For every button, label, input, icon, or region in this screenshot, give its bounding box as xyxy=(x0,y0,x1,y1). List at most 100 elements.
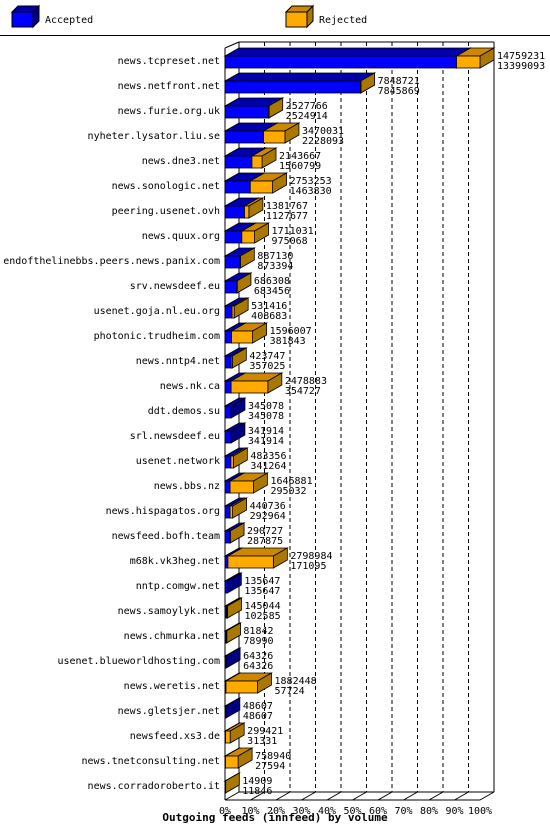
value-label-bottom: 2524914 xyxy=(286,111,328,122)
grid xyxy=(224,41,495,801)
value-label-bottom: 287875 xyxy=(247,536,283,547)
category-label: news.samoylyk.net xyxy=(118,606,220,617)
x-tick-label: 50% xyxy=(343,806,361,817)
value-label-top: 1711031 xyxy=(272,226,314,237)
category-label: news.netfront.net xyxy=(118,81,220,92)
x-tick-label: 0% xyxy=(219,806,231,817)
value-label-top: 345078 xyxy=(248,401,284,412)
bar-rejected xyxy=(250,147,278,169)
bar-accepted xyxy=(223,397,247,419)
legend-rejected-label: Rejected xyxy=(319,15,367,26)
value-label-bottom: 2228093 xyxy=(302,136,344,147)
floor-line xyxy=(326,791,342,801)
value-label-top: 145044 xyxy=(245,601,281,612)
category-labels: news.tcpreset.net news.netfront.net news.f… xyxy=(3,56,220,792)
bar-rejected xyxy=(224,672,274,694)
value-label-bottom: 13399093 xyxy=(497,61,545,72)
category-label: news.dne3.net xyxy=(142,156,220,167)
chart-title: Outgoing feeds (innfeed) by volume xyxy=(162,811,388,824)
category-label: usenet.blueworldhosting.com xyxy=(57,656,220,667)
bar-rejected xyxy=(228,497,249,519)
bar-rejected xyxy=(230,322,269,344)
value-label-top: 3470031 xyxy=(302,126,344,137)
value-label-bottom: 341914 xyxy=(248,436,284,447)
value-label-bottom: 295032 xyxy=(270,486,306,497)
value-label-top: 1596007 xyxy=(270,326,312,337)
category-label: news.bbs.nz xyxy=(154,481,220,492)
x-tick-label: 40% xyxy=(318,806,336,817)
bar-rejected xyxy=(228,522,246,544)
category-label: news.nntp4.net xyxy=(136,356,220,367)
legend: Accepted Rejected xyxy=(10,4,367,29)
value-label-bottom: 102585 xyxy=(245,611,281,622)
value-label-bottom: 57724 xyxy=(275,686,305,697)
value-label-bottom: 1560799 xyxy=(279,161,321,172)
floor-line xyxy=(275,791,291,801)
category-label: newsfeed.xs3.de xyxy=(130,731,220,742)
category-label: peering.usenet.ovh xyxy=(112,206,220,217)
x-tick-labels: 0% 10% 20% 30% 40% 50% 60% 70% 80% 90% 100% xyxy=(219,806,492,817)
category-label: ddt.demos.su xyxy=(148,406,220,417)
x-tick-label: 20% xyxy=(267,806,285,817)
category-label: srv.newsdeef.eu xyxy=(130,281,220,292)
category-label: news.corradoroberto.it xyxy=(88,781,220,792)
category-label: m68k.vk3heg.net xyxy=(130,556,220,567)
floor-line xyxy=(403,791,418,801)
category-label: news.nk.ca xyxy=(160,381,220,392)
value-label-bottom: 354727 xyxy=(285,386,321,397)
bar-rejected xyxy=(229,372,284,394)
bar-rejected xyxy=(238,247,256,269)
y-axis-top xyxy=(224,41,240,49)
value-label-top: 290727 xyxy=(247,526,283,537)
value-label-top: 299421 xyxy=(247,726,283,737)
category-label: usenet.goja.nl.eu.org xyxy=(94,306,220,317)
value-label-bottom: 1463830 xyxy=(290,186,332,197)
value-label-bottom: 11846 xyxy=(242,786,272,797)
value-label-top: 2143667 xyxy=(279,151,321,162)
value-label-bottom: 345078 xyxy=(248,411,284,422)
bar-rejected xyxy=(229,347,248,369)
value-label-bottom: 135647 xyxy=(244,586,280,597)
x-tick-label: 70% xyxy=(394,806,412,817)
category-label: news.chmurka.net xyxy=(124,631,220,642)
value-label-top: 440736 xyxy=(250,501,286,512)
x-tick-label: 90% xyxy=(445,806,463,817)
bar-accepted xyxy=(223,697,242,719)
value-label-top: 1882448 xyxy=(275,676,317,687)
category-label: news.sonologic.net xyxy=(112,181,220,192)
bar-rejected xyxy=(248,172,289,194)
category-label: news.furie.org.uk xyxy=(118,106,220,117)
value-label-bottom: 27594 xyxy=(255,761,285,772)
bar-rejected xyxy=(235,272,253,294)
value-label-top: 2798984 xyxy=(290,551,332,562)
bar-rejected xyxy=(240,222,271,244)
value-label-bottom: 341264 xyxy=(250,461,286,472)
legend-accepted-swatch xyxy=(11,11,34,28)
bar-accepted xyxy=(223,647,242,669)
bar-rejected xyxy=(223,747,254,769)
value-label-bottom: 408683 xyxy=(251,311,287,322)
value-label-top: 341914 xyxy=(248,426,284,437)
value-label-top: 81842 xyxy=(243,626,273,637)
category-label: news.quux.org xyxy=(142,231,220,242)
category-label: srl.newsdeef.eu xyxy=(130,431,220,442)
value-label-bottom: 31331 xyxy=(247,736,277,747)
value-label-top: 2753253 xyxy=(290,176,332,187)
value-label-bottom: 7845869 xyxy=(378,86,420,97)
value-label-top: 14759231 xyxy=(497,51,545,62)
value-label-top: 135647 xyxy=(244,576,280,587)
bar-rejected xyxy=(230,297,250,319)
value-label-top: 2478883 xyxy=(285,376,327,387)
bar-rejected xyxy=(224,622,242,644)
x-tick-label: 100% xyxy=(468,806,492,817)
value-label-top: 48607 xyxy=(243,701,273,712)
legend-rejected: Rejected xyxy=(284,4,367,29)
floor-line xyxy=(479,791,495,801)
floor-line xyxy=(454,791,469,801)
category-label: news.weretis.net xyxy=(124,681,220,692)
value-label-bottom: 292964 xyxy=(250,511,286,522)
value-label-top: 7848721 xyxy=(378,76,420,87)
bar-accepted xyxy=(223,72,377,94)
bar-rejected xyxy=(454,47,496,69)
value-label-bottom: 975068 xyxy=(272,236,308,247)
